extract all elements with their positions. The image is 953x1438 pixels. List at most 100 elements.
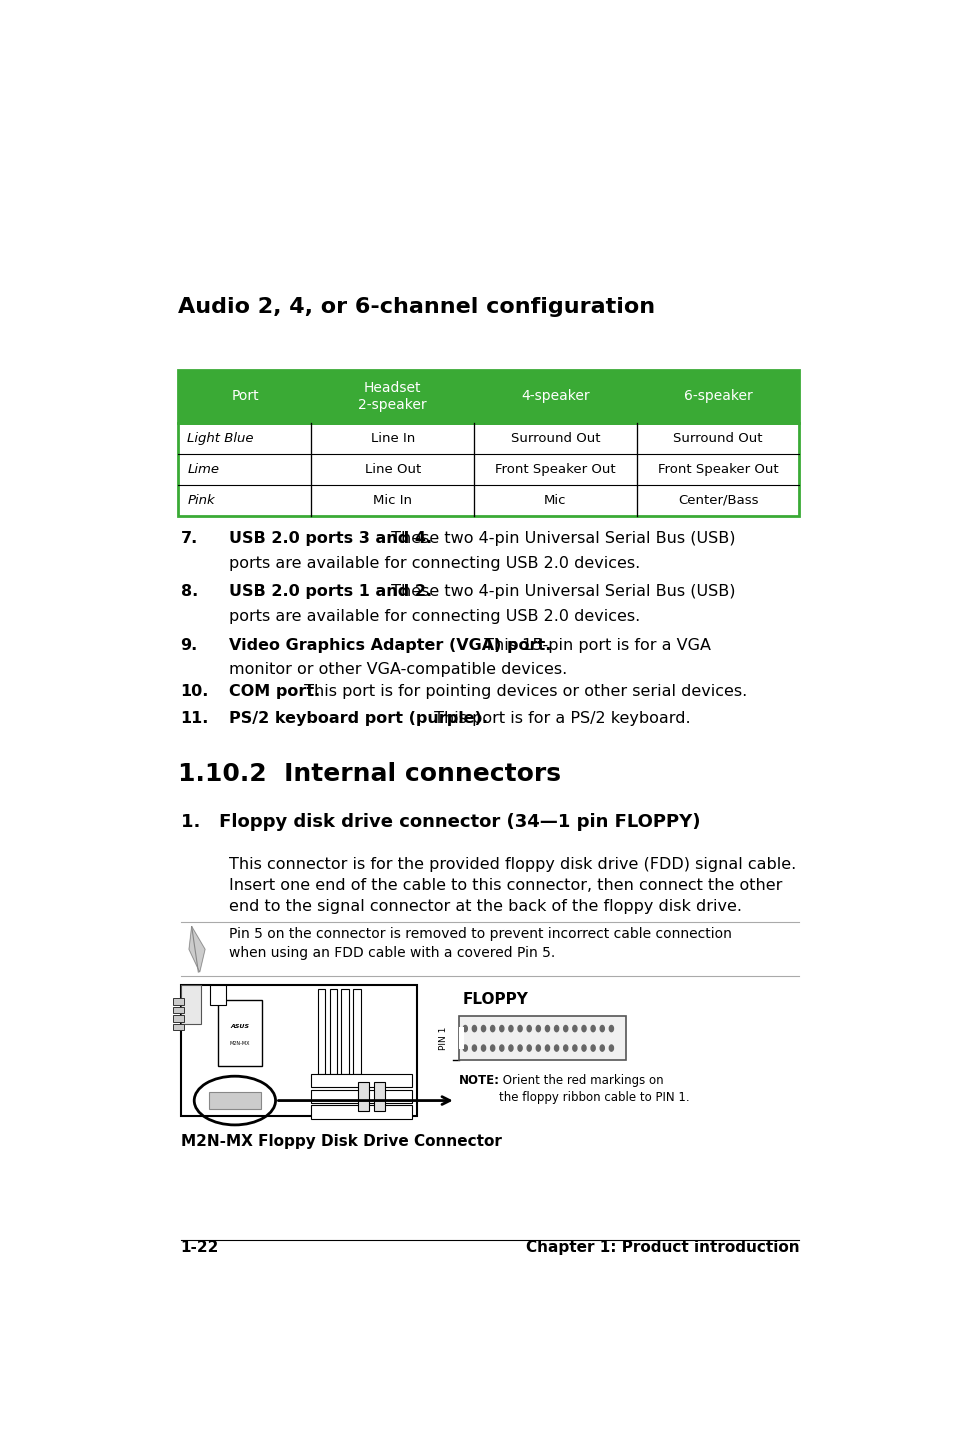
Text: 1-22: 1-22 — [180, 1241, 219, 1255]
Text: Audio 2, 4, or 6-channel configuration: Audio 2, 4, or 6-channel configuration — [178, 296, 655, 316]
Text: 1.10.2  Internal connectors: 1.10.2 Internal connectors — [178, 762, 560, 785]
Text: Line Out: Line Out — [364, 463, 420, 476]
Text: 8.: 8. — [180, 584, 197, 600]
Circle shape — [517, 1045, 521, 1051]
Circle shape — [536, 1045, 539, 1051]
FancyBboxPatch shape — [178, 370, 799, 423]
Text: Front Speaker Out: Front Speaker Out — [495, 463, 615, 476]
Text: ports are available for connecting USB 2.0 devices.: ports are available for connecting USB 2… — [229, 555, 639, 571]
Text: This 15-pin port is for a VGA: This 15-pin port is for a VGA — [478, 637, 710, 653]
Circle shape — [581, 1045, 585, 1051]
Text: Mic: Mic — [543, 493, 566, 506]
Text: PIN 1: PIN 1 — [438, 1027, 447, 1050]
Text: PS/2 keyboard port (purple).: PS/2 keyboard port (purple). — [229, 710, 487, 726]
FancyBboxPatch shape — [330, 989, 336, 1074]
Text: 4-speaker: 4-speaker — [520, 390, 589, 403]
Circle shape — [499, 1045, 503, 1051]
Circle shape — [572, 1025, 577, 1031]
FancyBboxPatch shape — [209, 1091, 260, 1109]
Text: Headset
2-speaker: Headset 2-speaker — [358, 381, 427, 411]
Text: Video Graphics Adapter (VGA) port.: Video Graphics Adapter (VGA) port. — [229, 637, 551, 653]
Circle shape — [527, 1025, 531, 1031]
Text: USB 2.0 ports 3 and 4.: USB 2.0 ports 3 and 4. — [229, 531, 432, 546]
FancyBboxPatch shape — [217, 999, 262, 1067]
Text: Orient the red markings on
the floppy ribbon cable to PIN 1.: Orient the red markings on the floppy ri… — [498, 1074, 689, 1104]
FancyBboxPatch shape — [459, 1027, 463, 1050]
FancyBboxPatch shape — [173, 1024, 183, 1031]
Text: These two 4-pin Universal Serial Bus (USB): These two 4-pin Universal Serial Bus (US… — [386, 531, 735, 546]
Circle shape — [490, 1025, 495, 1031]
Circle shape — [599, 1025, 603, 1031]
Circle shape — [599, 1045, 603, 1051]
FancyBboxPatch shape — [210, 985, 226, 1005]
Text: 6-speaker: 6-speaker — [683, 390, 752, 403]
FancyBboxPatch shape — [173, 998, 183, 1005]
FancyBboxPatch shape — [311, 1074, 412, 1087]
Text: M2N-MX: M2N-MX — [230, 1041, 250, 1045]
Text: These two 4-pin Universal Serial Bus (USB): These two 4-pin Universal Serial Bus (US… — [386, 584, 735, 600]
Circle shape — [463, 1045, 467, 1051]
Text: Light Blue: Light Blue — [187, 431, 253, 444]
FancyBboxPatch shape — [180, 985, 201, 1024]
Circle shape — [609, 1025, 613, 1031]
Text: ports are available for connecting USB 2.0 devices.: ports are available for connecting USB 2… — [229, 608, 639, 624]
Text: Chapter 1: Product introduction: Chapter 1: Product introduction — [525, 1241, 799, 1255]
FancyBboxPatch shape — [341, 989, 349, 1074]
Circle shape — [472, 1045, 476, 1051]
Text: Center/Bass: Center/Bass — [678, 493, 758, 506]
Polygon shape — [189, 926, 205, 972]
Text: Surround Out: Surround Out — [510, 431, 599, 444]
Text: Surround Out: Surround Out — [673, 431, 762, 444]
Text: Pink: Pink — [187, 493, 214, 506]
Text: Port: Port — [231, 390, 258, 403]
FancyBboxPatch shape — [311, 1090, 412, 1103]
Circle shape — [563, 1045, 567, 1051]
Circle shape — [572, 1045, 577, 1051]
FancyBboxPatch shape — [357, 1081, 369, 1110]
Text: monitor or other VGA-compatible devices.: monitor or other VGA-compatible devices. — [229, 661, 566, 677]
Text: ASUS: ASUS — [230, 1024, 249, 1030]
Text: 9.: 9. — [180, 637, 197, 653]
Text: USB 2.0 ports 1 and 2.: USB 2.0 ports 1 and 2. — [229, 584, 432, 600]
Circle shape — [591, 1025, 595, 1031]
Text: This connector is for the provided floppy disk drive (FDD) signal cable.
Insert : This connector is for the provided flopp… — [229, 857, 795, 913]
Circle shape — [554, 1025, 558, 1031]
Text: M2N-MX Floppy Disk Drive Connector: M2N-MX Floppy Disk Drive Connector — [180, 1133, 501, 1149]
Text: Lime: Lime — [187, 463, 219, 476]
FancyBboxPatch shape — [178, 423, 799, 516]
Text: Pin 5 on the connector is removed to prevent incorrect cable connection
when usi: Pin 5 on the connector is removed to pre… — [229, 926, 731, 961]
Circle shape — [508, 1025, 513, 1031]
FancyBboxPatch shape — [459, 1017, 625, 1060]
Text: COM port.: COM port. — [229, 684, 319, 699]
Text: 7.: 7. — [180, 531, 197, 546]
Text: This port is for pointing devices or other serial devices.: This port is for pointing devices or oth… — [299, 684, 747, 699]
Text: 1.   Floppy disk drive connector (34—1 pin FLOPPY): 1. Floppy disk drive connector (34—1 pin… — [180, 812, 700, 831]
Circle shape — [472, 1025, 476, 1031]
Circle shape — [581, 1025, 585, 1031]
Text: 10.: 10. — [180, 684, 209, 699]
Circle shape — [499, 1025, 503, 1031]
Circle shape — [508, 1045, 513, 1051]
FancyBboxPatch shape — [173, 1015, 183, 1022]
Circle shape — [463, 1025, 467, 1031]
Text: Mic In: Mic In — [373, 493, 412, 506]
Circle shape — [481, 1025, 485, 1031]
Circle shape — [591, 1045, 595, 1051]
Text: Line In: Line In — [371, 431, 415, 444]
FancyBboxPatch shape — [180, 985, 416, 1116]
Circle shape — [554, 1045, 558, 1051]
FancyBboxPatch shape — [311, 1106, 412, 1119]
FancyArrowPatch shape — [278, 1097, 449, 1104]
FancyBboxPatch shape — [353, 989, 360, 1074]
FancyBboxPatch shape — [317, 989, 325, 1074]
Circle shape — [545, 1025, 549, 1031]
Circle shape — [536, 1025, 539, 1031]
Text: Front Speaker Out: Front Speaker Out — [658, 463, 778, 476]
FancyBboxPatch shape — [374, 1081, 385, 1110]
Circle shape — [545, 1045, 549, 1051]
Text: FLOPPY: FLOPPY — [462, 992, 528, 1007]
Circle shape — [527, 1045, 531, 1051]
Circle shape — [563, 1025, 567, 1031]
FancyBboxPatch shape — [173, 1007, 183, 1014]
Circle shape — [517, 1025, 521, 1031]
